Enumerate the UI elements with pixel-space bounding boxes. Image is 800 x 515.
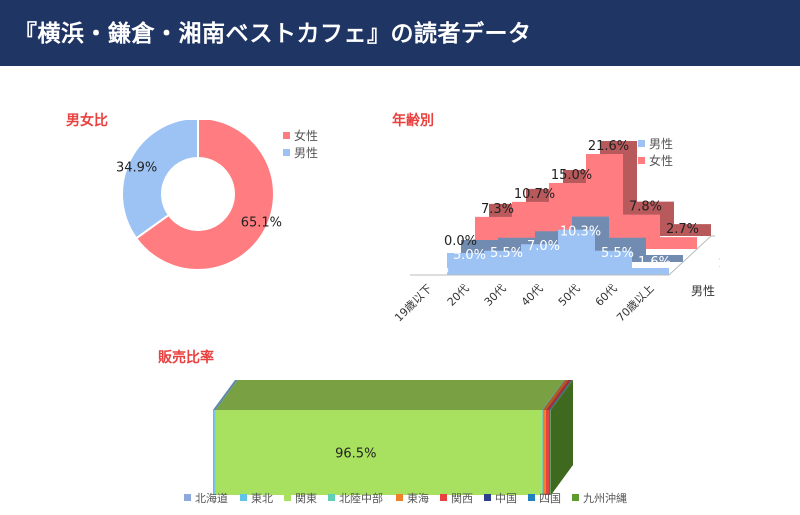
area-series-female [438, 153, 697, 249]
female-data-label: 7.8% [629, 200, 662, 215]
category-tick-label: 40代 [519, 282, 546, 309]
legend-swatch [396, 494, 403, 501]
bar-side-face [551, 380, 573, 495]
legend-swatch [638, 140, 645, 147]
age-chart-title: 年齢別 [392, 113, 434, 129]
gender-chart-title: 男女比 [66, 113, 108, 129]
category-tick-label: 19歳以下 [392, 282, 434, 324]
bar-segment-top [542, 380, 568, 410]
area-series-top-male [424, 216, 683, 262]
legend-label: 九州沖縄 [583, 491, 627, 505]
legend-swatch [283, 149, 290, 156]
bar-segment [545, 410, 549, 495]
bar-segment [550, 410, 551, 495]
male-data-label: 1.6% [638, 255, 671, 270]
legend-label: 男性 [649, 137, 673, 151]
female-data-label: 10.7% [514, 187, 555, 202]
male-data-label: 0.0% [416, 262, 449, 277]
bar-segment [213, 410, 215, 495]
legend-label: 四国 [539, 492, 561, 505]
legend-label: 関東 [295, 492, 317, 505]
legend-label: 東海 [407, 491, 429, 505]
bar-segment [542, 410, 546, 495]
age-area-chart: 0.0%7.3%10.7%15.0%21.6%7.8%2.7%0.0%5.0% 5… [392, 137, 720, 324]
male-data-label: 5.0% [453, 248, 486, 263]
female-data-label: 21.6% [588, 139, 629, 154]
legend-label: 男性 [294, 146, 318, 160]
legend-swatch [328, 494, 335, 501]
bar-segment [214, 410, 216, 495]
legend-label: 北陸中部 [339, 491, 383, 505]
female-data-label: 15.0% [551, 168, 592, 183]
legend-label: 女性 [294, 128, 318, 143]
series-axis-label-female: 女性 [719, 254, 720, 269]
legend-label: 関西 [451, 492, 473, 505]
donut-slice-1 [134, 120, 275, 270]
male-data-label: 5.5% [601, 246, 634, 261]
female-data-label: 7.3% [481, 202, 514, 217]
legend-swatch [440, 494, 447, 501]
female-data-label: 0.0% [444, 234, 477, 249]
series-axis-label-male: 男性 [691, 284, 715, 298]
bar-segment [541, 410, 543, 495]
area-series-male [410, 229, 669, 275]
legend-swatch [528, 494, 535, 501]
male-data-label: 10.3% [560, 225, 601, 240]
bar-segment-top [213, 380, 237, 410]
legend-swatch [284, 494, 291, 501]
sales-chart-title: 販売比率 [158, 350, 214, 366]
category-tick-label: 20代 [445, 282, 472, 309]
legend-swatch [240, 494, 247, 501]
bar-segment-top [541, 380, 565, 410]
donut-slice-2 [121, 120, 199, 240]
legend-swatch [572, 494, 579, 501]
floor-edge [410, 235, 715, 276]
donut-data-label: 34.9% [116, 161, 157, 176]
legend-label: 中国 [495, 492, 517, 505]
bar-segment [215, 410, 542, 495]
category-tick-label: 30代 [482, 282, 509, 309]
bar-segment-top [215, 380, 564, 410]
male-data-label: 5.5% [490, 246, 523, 261]
donut-data-label: 65.1% [241, 215, 282, 230]
legend-swatch [283, 132, 290, 139]
bar-segment-top [548, 380, 572, 410]
legend-label: 東北 [251, 492, 273, 505]
legend-label: 北海道 [195, 491, 228, 505]
legend-swatch [484, 494, 491, 501]
female-data-label: 2.7% [666, 222, 699, 237]
category-tick-label: 60代 [593, 282, 620, 309]
category-tick-label: 70歳以上 [614, 282, 656, 324]
bar-segment [549, 410, 551, 495]
legend-swatch [184, 494, 191, 501]
legend-label: 女性 [649, 153, 673, 168]
category-tick-label: 50代 [556, 282, 583, 309]
bar-data-label: 96.5% [335, 447, 376, 462]
male-data-label: 7.0% [527, 239, 560, 254]
bar-segment-top [214, 380, 238, 410]
bar-segment-top [550, 380, 573, 410]
page-title: 『横浜・鎌倉・湘南ベストカフェ』の読者データ [14, 21, 532, 47]
legend-swatch [638, 157, 645, 164]
bar-segment-top [549, 380, 573, 410]
bar-segment-top [545, 380, 571, 410]
page-header: 『横浜・鎌倉・湘南ベストカフェ』の読者データ [0, 0, 800, 66]
sales-bar-chart: 96.5% 北海道 東北 関東 北陸中部 東海 関西 中国 四国 九州沖縄 [184, 380, 627, 505]
bar-segment [548, 410, 550, 495]
